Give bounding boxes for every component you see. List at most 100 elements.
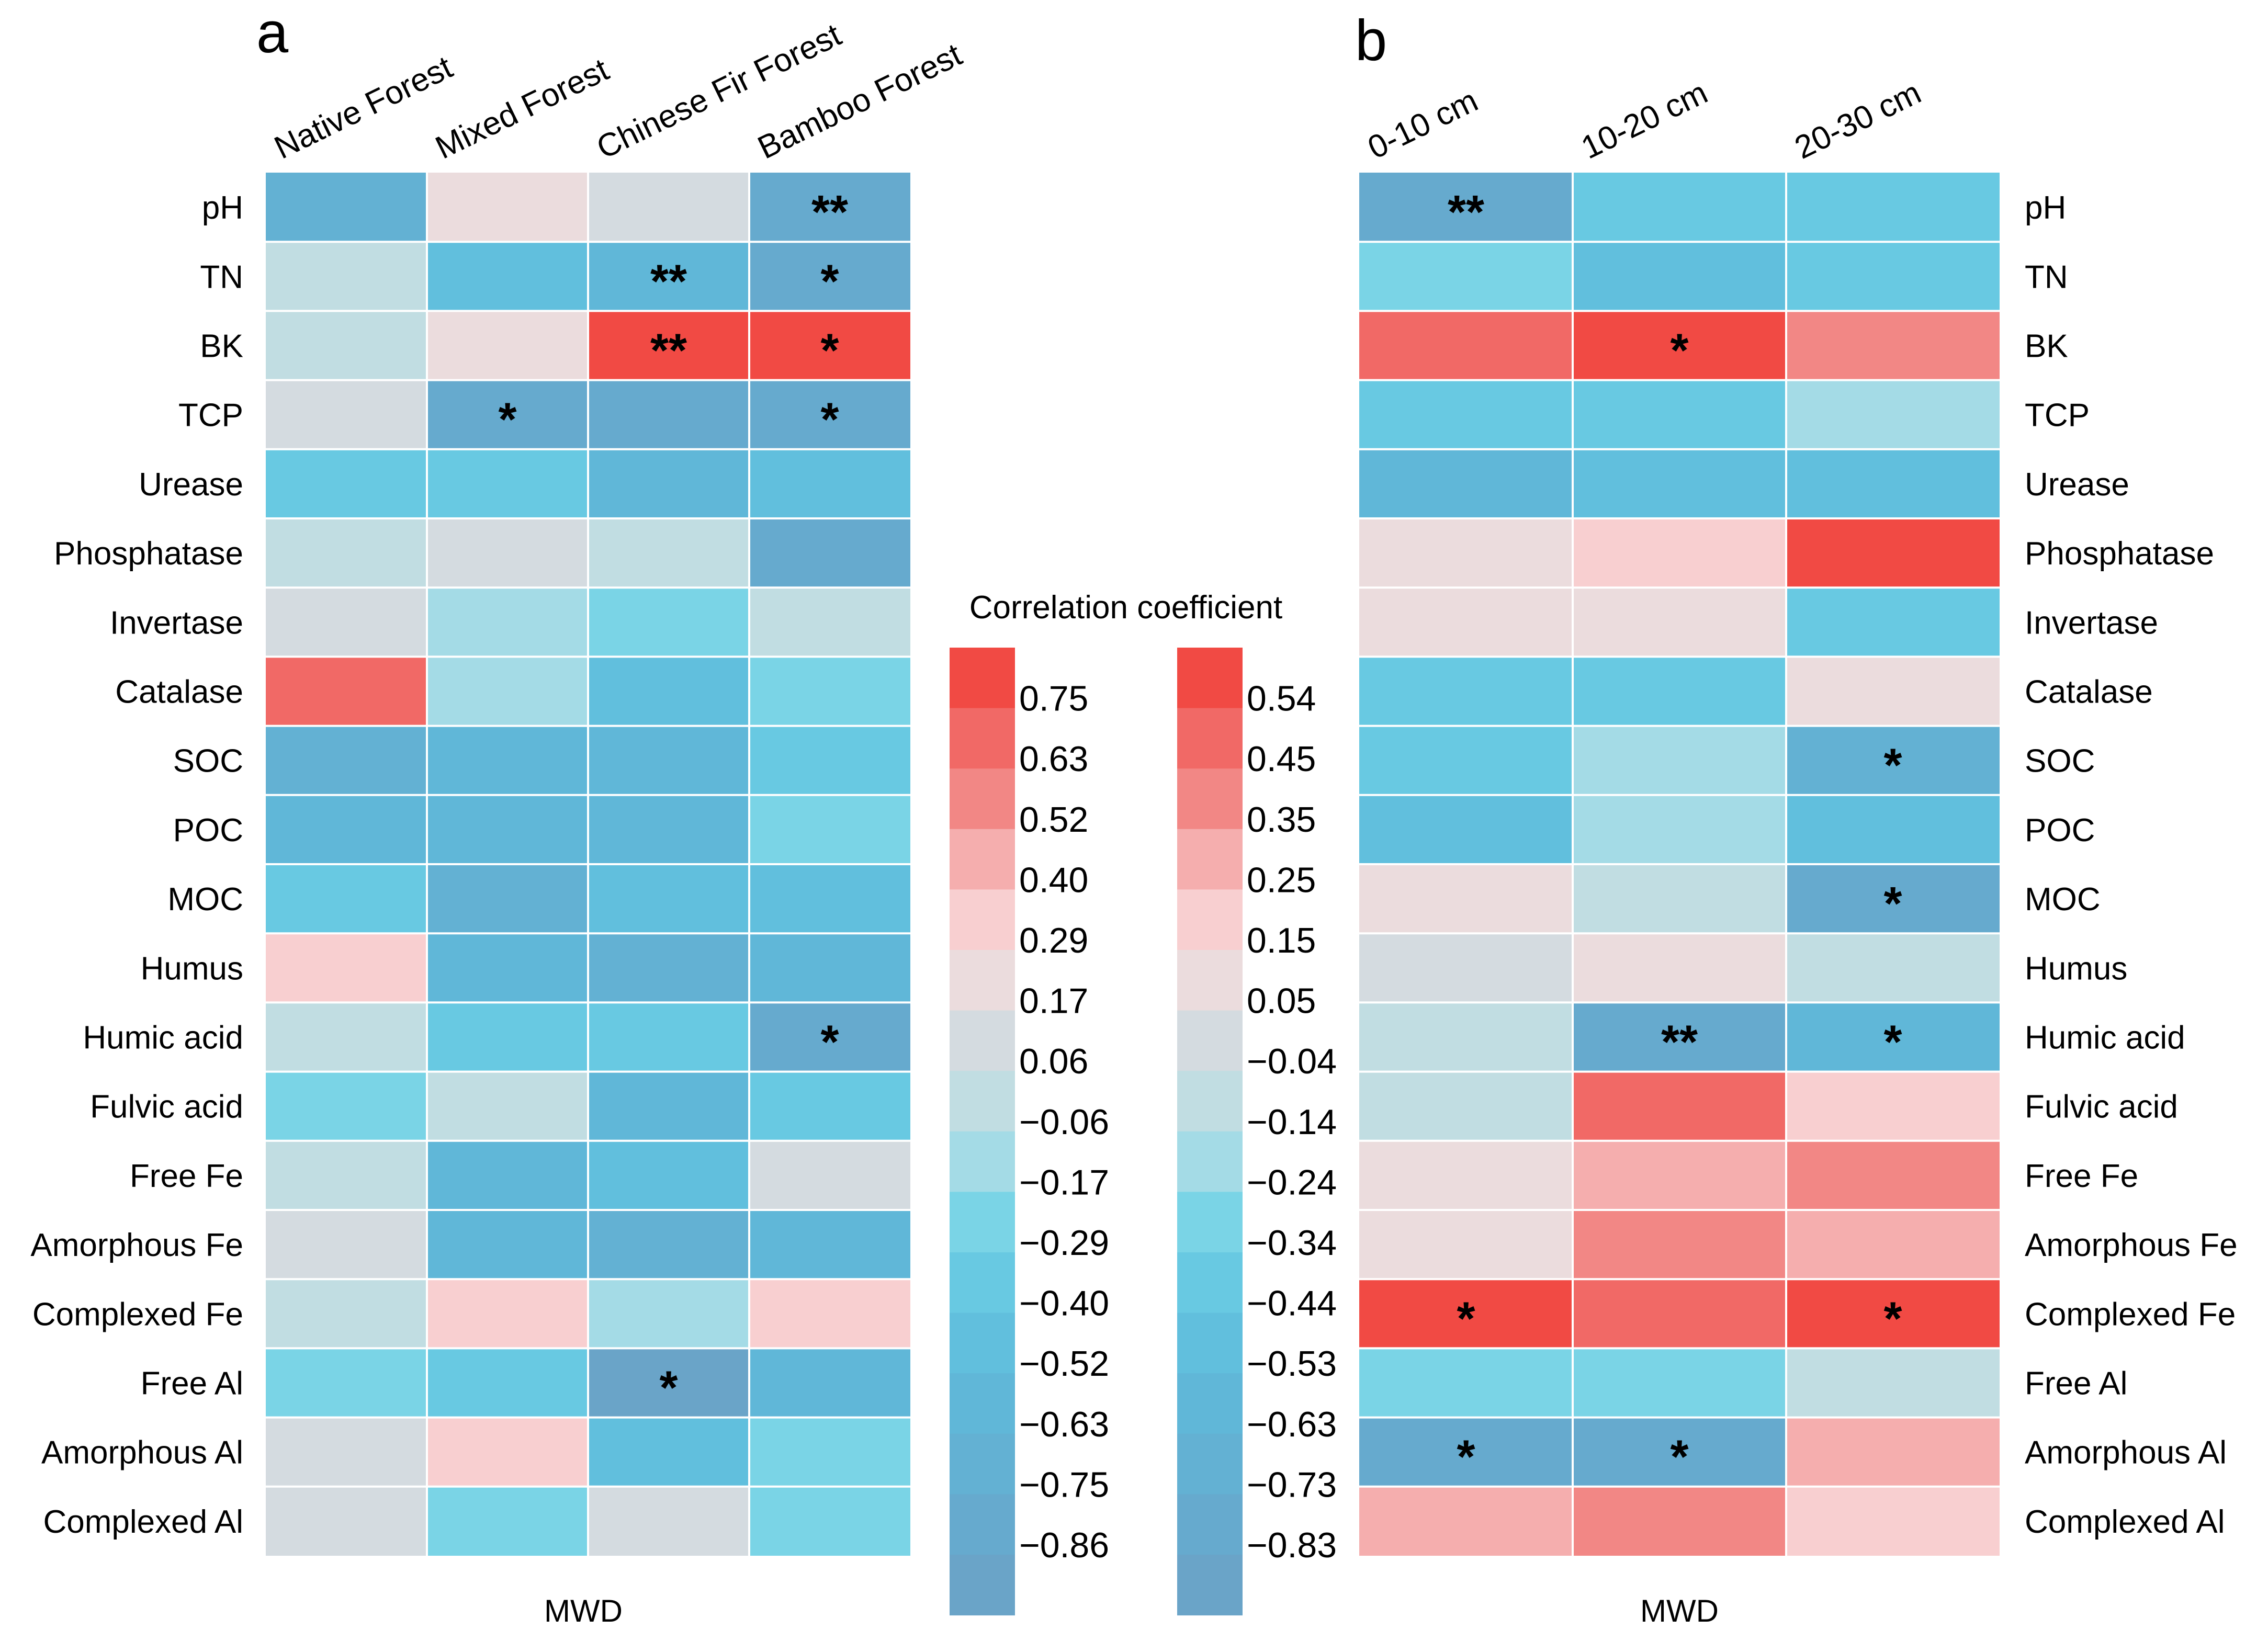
legend-swatch	[950, 1252, 1015, 1314]
heatmap-cell-b-r15-c1	[1573, 1210, 1786, 1280]
heatmap-cell-b-r12-c2	[1786, 1002, 2000, 1072]
heatmap-cell-a-r15-c1	[427, 1210, 588, 1280]
heatmap-cell-a-r8-c3	[749, 726, 910, 795]
legend-tick-label: 0.35	[1247, 800, 1316, 840]
heatmap-cell-b-r8-c1	[1573, 726, 1786, 795]
heatmap-cell-b-r18-c2	[1786, 1417, 2000, 1487]
legend-tick-label: −0.04	[1247, 1042, 1337, 1081]
legend-tick-label: −0.06	[1019, 1102, 1109, 1142]
heatmap-cell-b-r1-c2	[1786, 242, 2000, 311]
heatmap-cell-a-r3-c3	[749, 380, 910, 449]
significance-star: *	[820, 1016, 839, 1069]
heatmap-cell-b-r11-c2	[1786, 933, 2000, 1003]
legend-swatch	[950, 1433, 1015, 1495]
heatmap-cell-b-r5-c2	[1786, 518, 2000, 588]
heatmap-cell-a-r4-c0	[266, 449, 427, 518]
heatmap-cell-b-r14-c0	[1359, 1140, 1573, 1210]
heatmap-cell-b-r0-c1	[1573, 173, 1786, 242]
heatmap-cell-b-r15-c0	[1359, 1210, 1573, 1280]
heatmap-cell-a-r19-c0	[266, 1486, 427, 1556]
heatmap-cell-b-r6-c0	[1359, 587, 1573, 657]
row-label-a: TCP	[178, 398, 243, 434]
heatmap-cell-b-r16-c2	[1786, 1279, 2000, 1349]
heatmap-cell-b-r6-c2	[1786, 587, 2000, 657]
row-label-a: Invertase	[110, 605, 243, 641]
heatmap-cell-b-r10-c0	[1359, 864, 1573, 934]
heatmap-cell-b-r2-c1	[1573, 311, 1786, 380]
significance-star: *	[820, 394, 839, 446]
heatmap-cell-a-r11-c1	[427, 933, 588, 1003]
legend-tick-label: −0.63	[1247, 1405, 1337, 1444]
heatmap-cell-a-r8-c0	[266, 726, 427, 795]
legend-swatch	[1177, 1433, 1243, 1495]
heatmap-cell-b-r8-c2	[1786, 726, 2000, 795]
heatmap-cell-a-r15-c2	[588, 1210, 749, 1280]
heatmap-cell-a-r14-c2	[588, 1140, 749, 1210]
legend-swatch	[950, 708, 1015, 769]
heatmap-cell-a-r4-c3	[749, 449, 910, 518]
row-label-b: POC	[2025, 812, 2095, 848]
row-label-a: Amorphous Fe	[30, 1227, 243, 1263]
legend-tick-label: 0.29	[1019, 921, 1088, 960]
legend-tick-label: −0.14	[1247, 1102, 1337, 1142]
heatmap-cell-b-r3-c1	[1573, 380, 1786, 449]
color-legends: 0.75 0.63 0.52 0.40 0.29 0.17 0.06 −0.06 −0.17 −0…	[950, 648, 1337, 1616]
heatmap-cell-a-r15-c3	[749, 1210, 910, 1280]
heatmap-cell-a-r3-c2	[588, 380, 749, 449]
row-label-a: Urease	[139, 467, 243, 503]
row-label-a: Catalase	[115, 674, 243, 710]
significance-star: **	[650, 255, 687, 308]
legend-tick-label: 0.45	[1247, 739, 1316, 779]
heatmap-cell-b-r13-c2	[1786, 1071, 2000, 1141]
row-label-b: Amorphous Al	[2025, 1435, 2227, 1471]
row-label-b: TCP	[2025, 398, 2090, 434]
legend-tick-label: −0.53	[1247, 1344, 1337, 1384]
row-label-a: Amorphous Al	[41, 1435, 243, 1471]
heatmap-cell-a-r6-c0	[266, 587, 427, 657]
heatmap-cell-a-r7-c3	[749, 657, 910, 726]
heatmap-cell-a-r6-c1	[427, 587, 588, 657]
significance-star: **	[1661, 1016, 1698, 1069]
heatmap-cell-b-r19-c1	[1573, 1486, 1786, 1556]
heatmap-cell-b-r3-c0	[1359, 380, 1573, 449]
row-label-b: Free Fe	[2025, 1158, 2138, 1194]
row-label-b: TN	[2025, 259, 2068, 295]
legend-swatch	[1177, 1373, 1243, 1434]
legend-tick-label: 0.05	[1247, 981, 1316, 1021]
legend-swatch	[950, 1071, 1015, 1132]
legend-swatch	[950, 950, 1015, 1011]
row-label-b: SOC	[2025, 743, 2095, 779]
row-label-a: BK	[200, 329, 243, 365]
heatmap-cell-a-r1-c0	[266, 242, 427, 311]
heatmap-cells	[266, 173, 2000, 1556]
heatmap-cell-b-r19-c0	[1359, 1486, 1573, 1556]
legend-swatch	[1177, 950, 1243, 1011]
heatmap-cell-b-r5-c1	[1573, 518, 1786, 588]
panel-a-xlabel: MWD	[544, 1593, 623, 1628]
row-label-a: Complexed Fe	[32, 1296, 243, 1332]
significance-star: *	[1883, 740, 1902, 792]
legend-swatch	[950, 648, 1015, 709]
heatmap-cell-a-r1-c2	[588, 242, 749, 311]
heatmap-cell-b-r12-c0	[1359, 1002, 1573, 1072]
heatmap-cell-b-r3-c2	[1786, 380, 2000, 449]
legend-tick-label: −0.86	[1019, 1525, 1109, 1565]
heatmap-cell-a-r10-c3	[749, 864, 910, 934]
significance-star: *	[820, 255, 839, 308]
legend-tick-label: −0.29	[1019, 1223, 1109, 1263]
row-label-b: BK	[2025, 329, 2068, 365]
heatmap-cell-a-r9-c2	[588, 795, 749, 864]
legend-tick-label: 0.40	[1019, 860, 1088, 900]
row-label-b: Amorphous Fe	[2025, 1227, 2238, 1263]
significance-star: *	[1883, 1293, 1902, 1345]
row-label-b: pH	[2025, 190, 2066, 226]
heatmap-cell-b-r7-c2	[1786, 657, 2000, 726]
heatmap-cell-a-r18-c0	[266, 1417, 427, 1487]
heatmap-cell-b-r6-c1	[1573, 587, 1786, 657]
row-label-a: Complexed Al	[43, 1504, 243, 1540]
heatmap-cell-a-r7-c0	[266, 657, 427, 726]
heatmap-cell-a-r0-c1	[427, 173, 588, 242]
heatmap-cell-a-r18-c2	[588, 1417, 749, 1487]
heatmap-cell-a-r1-c3	[749, 242, 910, 311]
